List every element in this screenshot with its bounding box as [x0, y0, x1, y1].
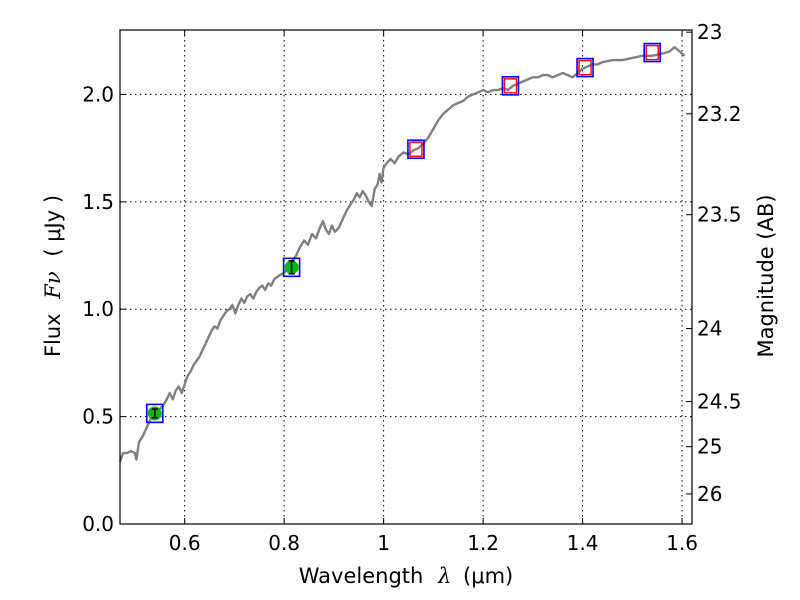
x-axis-label-text: Wavelength [299, 564, 424, 588]
photometry-point-model-predicted [576, 57, 594, 78]
x-tick-label: 1.4 [567, 531, 599, 555]
photometry-box [576, 57, 594, 78]
y2-tick-label: 24.5 [697, 390, 742, 414]
photometry-box [146, 403, 164, 424]
predicted-marker [578, 59, 592, 76]
y-tick-label: 0.5 [82, 405, 114, 429]
grid-lines [120, 30, 692, 524]
x-tick-label: 0.6 [169, 531, 201, 555]
photometry-box [282, 257, 301, 278]
y2-tick-label: 23.2 [697, 102, 742, 126]
y-tick-label: 0.0 [82, 512, 114, 536]
photometry-point-model-predicted [501, 76, 520, 96]
predicted-marker [503, 78, 518, 94]
predicted-marker [645, 44, 659, 61]
x-axis-label-symbol: λ [437, 564, 451, 588]
x-tick-label: 1 [377, 531, 390, 555]
y-axis-label-text: Flux [41, 313, 65, 357]
x-tick-label: 1.6 [666, 531, 698, 555]
y2-tick-label: 26 [697, 482, 722, 506]
y2-tick-label: 24 [697, 317, 722, 341]
x-axis-ticks: 0.6 0.8 1 1.2 1.4 1.6 [169, 30, 698, 555]
photometry-point-model-predicted [643, 42, 662, 63]
y-axis-ticks: 0.0 0.5 1.0 1.5 2.0 [82, 82, 126, 536]
photometry-box [407, 139, 425, 160]
y2-axis-ticks: 23 23.2 23.5 24 24.5 25 26 [686, 20, 742, 506]
x-tick-label: 0.8 [268, 531, 300, 555]
spectrum-line [118, 46, 686, 463]
x-axis-label-unit: (μm) [463, 564, 513, 588]
y2-axis-label: Magnitude (AB) [754, 194, 778, 357]
x-tick-label: 1.2 [467, 531, 499, 555]
photometry-point-model-predicted [407, 139, 425, 160]
y-axis-label: Flux Fν ( μJy ) [41, 195, 65, 357]
y2-tick-label: 23 [697, 20, 722, 44]
y2-tick-label: 23.5 [697, 203, 742, 227]
x-axis-label: Wavelength λ (μm) [299, 564, 513, 588]
photometry-point-detection [146, 403, 164, 424]
y2-tick-label: 25 [697, 435, 722, 459]
photometry-point-detection [282, 257, 301, 278]
photometry-points [146, 42, 662, 424]
y-axis-label-unit: ( μJy ) [41, 195, 65, 257]
plot-frame [119, 29, 693, 525]
y-tick-label: 1.5 [82, 190, 114, 214]
spectrum-layer [118, 46, 686, 463]
y-axis-label-symbol: Fν [41, 271, 65, 300]
predicted-marker [409, 141, 423, 157]
y-tick-label: 2.0 [82, 82, 114, 106]
photometry-box [643, 42, 662, 63]
y-tick-label: 1.0 [82, 297, 114, 321]
photometry-box [501, 76, 520, 96]
